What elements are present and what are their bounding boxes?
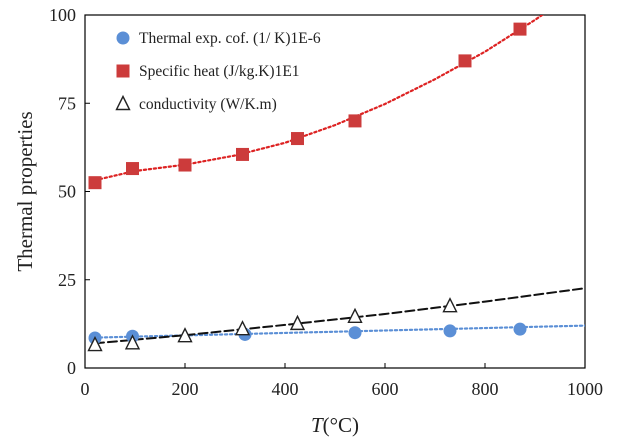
axes: 0 200 400 600 800 1000 0 25 50 75 100 — [49, 5, 603, 399]
legend-marker-series-2 — [116, 64, 130, 78]
data-point-series-2 — [513, 22, 527, 36]
plot-area — [84, 14, 586, 369]
data-point-series-3 — [289, 314, 306, 331]
data-point-series-3 — [347, 307, 363, 324]
data-point-series-3 — [87, 335, 103, 352]
data-point-series-3 — [124, 334, 141, 350]
x-tick-label: 600 — [372, 379, 399, 399]
x-tick-label: 400 — [272, 379, 299, 399]
data-point-series-3 — [442, 297, 458, 313]
data-point-series-2 — [178, 158, 192, 172]
data-point-series-2 — [88, 176, 102, 190]
data-point-series-2 — [348, 114, 362, 128]
y-tick-label: 50 — [58, 182, 76, 202]
legend-label-series-3: conductivity (W/K.m) — [139, 96, 277, 113]
trendline-series-2 — [93, 15, 545, 182]
data-point-series-2 — [236, 147, 249, 161]
data-point-series-1 — [443, 324, 457, 338]
y-tick-label: 75 — [58, 93, 76, 113]
trendline-series-3 — [94, 287, 585, 345]
data-markers — [87, 22, 527, 352]
data-point-series-2 — [291, 132, 304, 146]
y-axis-title: Thermal properties — [13, 111, 37, 271]
data-point-series-2 — [458, 54, 472, 68]
data-point-series-1 — [513, 322, 527, 336]
data-point-series-1 — [348, 326, 362, 340]
x-tick-label: 1000 — [567, 379, 603, 399]
legend-marker-series-1 — [116, 31, 130, 45]
x-axis-title: T(°C) — [311, 413, 359, 437]
data-point-series-2 — [126, 162, 139, 176]
trendlines — [93, 15, 585, 345]
legend: Thermal exp. cof. (1/ K)1E-6 Specific hea… — [115, 30, 321, 113]
y-tick-label: 25 — [58, 270, 76, 290]
y-tick-label: 100 — [49, 5, 76, 25]
y-tick-label: 0 — [67, 358, 76, 378]
data-point-series-3 — [177, 327, 193, 343]
legend-marker-series-3 — [115, 94, 131, 111]
legend-label-series-1: Thermal exp. cof. (1/ K)1E-6 — [139, 30, 321, 47]
x-axis-title-unit: (°C) — [323, 413, 359, 437]
legend-label-series-2: Specific heat (J/kg.K)1E1 — [139, 63, 300, 80]
x-tick-label: 0 — [81, 379, 90, 399]
x-tick-label: 800 — [472, 379, 499, 399]
x-axis-title-variable: T — [311, 413, 324, 437]
x-tick-label: 200 — [172, 379, 199, 399]
data-point-series-3 — [234, 320, 251, 336]
